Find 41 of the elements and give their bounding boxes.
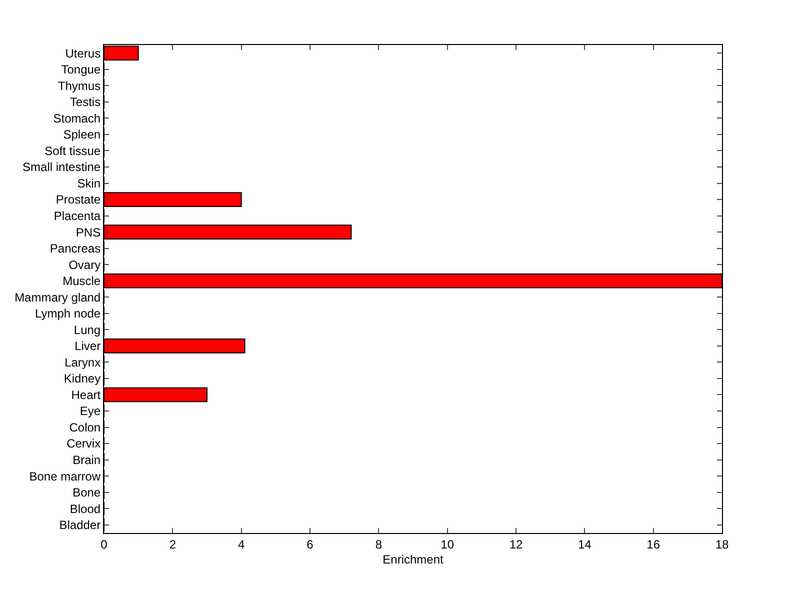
y-tick-label: Eye <box>80 404 101 418</box>
y-tick-label: Stomach <box>53 111 101 126</box>
y-tick-label: Pancreas <box>50 242 101 256</box>
y-tick-label: PNS <box>76 225 101 240</box>
x-tick-label: 10 <box>440 537 454 552</box>
x-tick-label: 16 <box>646 537 660 552</box>
y-tick-label: Placenta <box>54 209 101 223</box>
x-axis-title: Enrichment <box>382 552 444 566</box>
x-tick-label: 8 <box>375 537 382 552</box>
y-tick-label: Muscle <box>62 274 101 288</box>
y-tick-label: Uterus <box>65 46 101 60</box>
y-tick-label: Small intestine <box>22 160 101 174</box>
y-tick-label: Soft tissue <box>44 144 101 158</box>
y-tick-label: Tongue <box>61 62 101 77</box>
y-tick-label: Thymus <box>58 78 101 93</box>
y-tick-label: Liver <box>74 339 101 354</box>
y-tick-label: Mammary gland <box>14 290 101 304</box>
y-tick-label: Cervix <box>66 436 101 451</box>
y-tick-label: Colon <box>69 420 101 434</box>
x-tick-label: 6 <box>306 537 314 552</box>
x-tick-label: 4 <box>238 537 245 552</box>
x-tick-label: 12 <box>509 537 523 552</box>
y-tick-label: Testis <box>70 95 101 110</box>
y-tick-label: Bladder <box>59 518 101 532</box>
y-tick-label: Lung <box>74 322 101 337</box>
x-tick-label: 18 <box>715 537 729 552</box>
y-tick-label: Ovary <box>68 258 101 272</box>
x-tick-label: 2 <box>169 537 176 552</box>
y-tick-label: Bone <box>72 486 101 500</box>
y-tick-label: Spleen <box>63 128 101 142</box>
y-tick-label: Heart <box>71 388 102 402</box>
x-tick-label: 0 <box>100 537 108 552</box>
y-tick-label: Prostate <box>56 192 101 207</box>
y-tick-label: Brain <box>72 453 101 467</box>
y-tick-label: Larynx <box>64 355 101 370</box>
y-tick-label: Bone marrow <box>29 469 101 484</box>
x-tick-label: 14 <box>578 537 592 552</box>
y-tick-label: Blood <box>70 502 101 516</box>
y-tick-label: Kidney <box>64 372 101 386</box>
y-tick-label: Skin <box>77 176 101 190</box>
y-tick-label: Lymph node <box>34 306 101 321</box>
